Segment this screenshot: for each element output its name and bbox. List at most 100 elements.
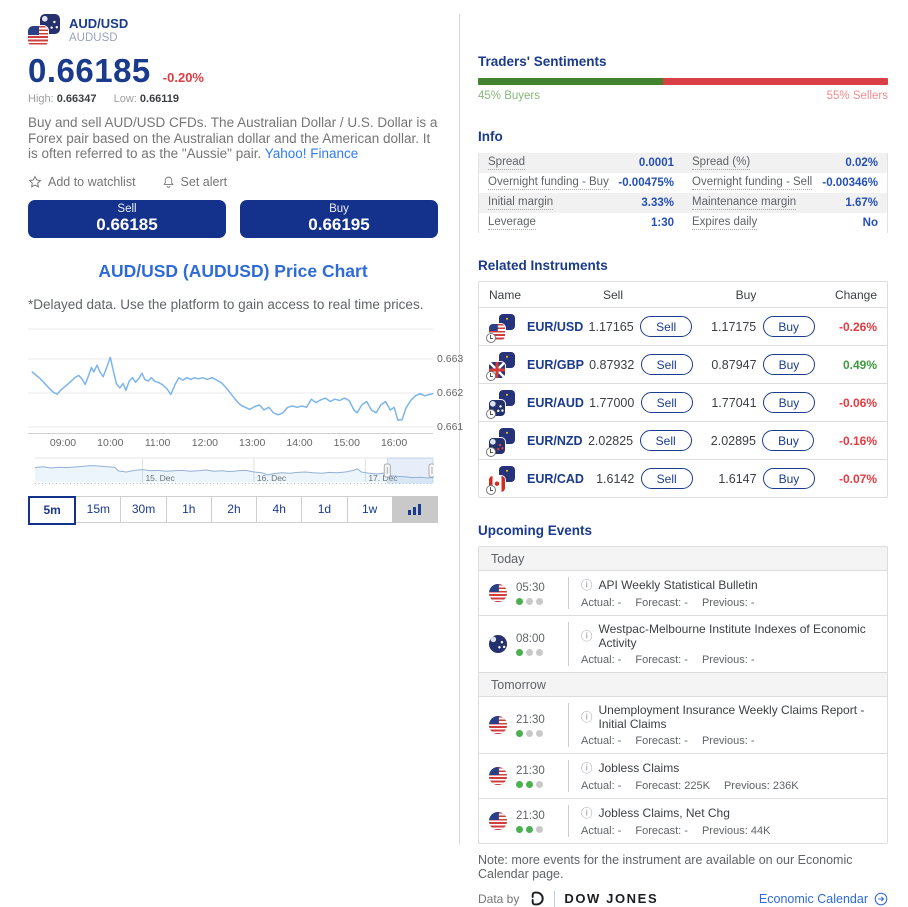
importance-dot [516,825,523,833]
change-value: -0.07% [838,471,877,486]
info-circle-icon: ⓘ [581,712,593,724]
timeframe-button-15m[interactable]: 15m [75,495,122,523]
event-value: Previous: 44K [701,825,771,837]
info-label[interactable]: Expires daily [692,216,758,230]
event-row: 21:30 ⓘ Unemployment Insurance Weekly Clai… [479,697,887,754]
navigator-handle[interactable] [428,463,434,477]
set-alert-button[interactable]: Set alert [162,175,227,189]
economic-calendar-link[interactable]: Economic Calendar [759,892,888,906]
clock-icon [486,408,496,419]
price-line-series [31,356,434,421]
info-label[interactable]: Overnight funding - Sell [692,176,813,190]
importance-dot [526,780,533,788]
info-value: No [862,217,878,229]
info-circle-icon: ⓘ [581,631,593,643]
audusd-pair-flags-icon [28,14,60,46]
event-time-cell: 08:00 [516,633,566,656]
events-heading: Upcoming Events [478,523,593,538]
row-sell-button[interactable]: Sell [640,392,693,413]
us-flag-icon [489,716,507,734]
buy-button[interactable]: Buy 0.66195 [240,199,438,238]
sell-price: 1.6142 [596,471,635,486]
add-to-watchlist-button[interactable]: Add to watchlist [28,175,136,189]
info-label[interactable]: Initial margin [488,196,554,210]
timeframe-button-4h[interactable]: 4h [256,495,303,523]
row-sell-button[interactable]: Sell [640,316,693,337]
timeframe-button-1h[interactable]: 1h [165,495,212,523]
sell-button[interactable]: Sell 0.66185 [28,199,226,238]
yahoo-finance-link[interactable]: Yahoo! Finance [264,146,359,161]
row-buy-button[interactable]: Buy [762,316,815,337]
sentiment-bar [478,78,888,85]
eurcad-pair-flags-icon [486,465,515,495]
timeframe-button-5m[interactable]: 5m [28,495,77,525]
x-tick-label: 12:00 [191,436,219,449]
info-label[interactable]: Leverage [488,216,536,230]
header-change: Change [834,287,877,302]
info-label[interactable]: Spread (%) [692,156,751,170]
importance-dot [536,597,543,605]
event-content: ⓘ API Weekly Statistical Bulletin Actual: … [581,577,758,609]
buy-price: 1.77041 [711,395,757,410]
navigator-selection[interactable] [386,457,434,483]
info-label[interactable]: Maintenance margin [692,196,797,210]
price-chart-plot[interactable] [28,323,434,436]
event-row: 21:30 ⓘ Jobless Claims Actual: - Forecast: 2… [479,754,887,799]
event-time-cell: 21:30 [516,765,566,788]
instrument-name-link[interactable]: EUR/CAD [527,471,584,486]
event-time-cell: 21:30 [516,810,566,833]
instrument-name-link[interactable]: EUR/USD [527,319,584,334]
timeframe-button-1d[interactable]: 1d [301,495,348,523]
chart-type-button[interactable] [391,495,438,523]
timeframe-selector: 5m 15m 30m 1h 2h 4h 1d 1w [28,495,438,525]
row-sell-button[interactable]: Sell [639,430,692,451]
event-value: Forecast: - [635,825,688,837]
info-row: Overnight funding - Buy -0.00475% Overnigh… [479,173,887,193]
row-sell-button[interactable]: Sell [640,468,693,489]
navigator-date-label: 16. Dec [257,473,287,483]
sellers-bar [662,78,888,85]
event-content: ⓘ Jobless Claims, Net Chg Actual: - Forecas… [581,805,770,837]
importance-dot [516,780,523,788]
header-sell: Sell [602,287,623,302]
sell-price: 0.87932 [589,357,635,372]
chart-navigator[interactable]: 15. Dec 16. Dec 17. Dec [28,457,438,485]
instrument-name-link[interactable]: EUR/NZD [527,433,583,448]
logo-divider [554,890,556,907]
instrument-name-link[interactable]: EUR/GBP [527,357,584,372]
info-label[interactable]: Overnight funding - Buy [488,176,609,190]
row-buy-button[interactable]: Buy [762,468,815,489]
info-value: 1.67% [845,197,878,209]
event-time-cell: 05:30 [516,582,566,605]
star-icon [28,174,42,189]
row-buy-button[interactable]: Buy [762,430,815,451]
importance-dot [516,597,523,605]
sell-price: 1.17165 [588,319,634,334]
event-title: ⓘ API Weekly Statistical Bulletin [581,578,758,592]
row-buy-button[interactable]: Buy [762,392,815,413]
importance-dot [526,597,533,605]
x-tick-label: 15:00 [333,436,360,449]
instrument-name-link[interactable]: EUR/AUD [527,395,584,410]
timeframe-button-2h[interactable]: 2h [210,495,258,523]
row-buy-button[interactable]: Buy [762,354,815,375]
info-label[interactable]: Spread [488,156,526,170]
pair-name: AUD/USD [69,15,129,31]
info-value: 0.02% [845,157,878,169]
events-note: Note: more events for the instrument are… [478,853,853,881]
navigator-plot[interactable]: 15. Dec 16. Dec 17. Dec [28,457,434,485]
instrument-header: AUD/USD AUDUSD [28,14,438,46]
event-title: ⓘ Jobless Claims, Net Chg [581,806,730,820]
timeframe-button-1w[interactable]: 1w [346,495,393,523]
price-chart[interactable]: 0.663 0.662 0.661 09:00 10:00 11:00 12:00 13:0… [28,323,463,453]
delayed-data-note: *Delayed data. Use the platform to gain … [28,296,424,312]
timeframe-button-30m[interactable]: 30m [120,495,167,523]
importance-dot [526,648,533,656]
data-by-label: Data by [478,891,520,906]
event-value: Forecast: 225K [635,780,710,792]
event-time: 21:30 [516,713,545,726]
row-sell-button[interactable]: Sell [640,354,693,375]
change-value: -0.06% [838,395,877,410]
info-table: Spread 0.0001 Spread (%) 0.02% Overnight fun… [478,153,888,233]
info-row: Leverage 1:30 Expires daily No [479,213,887,233]
